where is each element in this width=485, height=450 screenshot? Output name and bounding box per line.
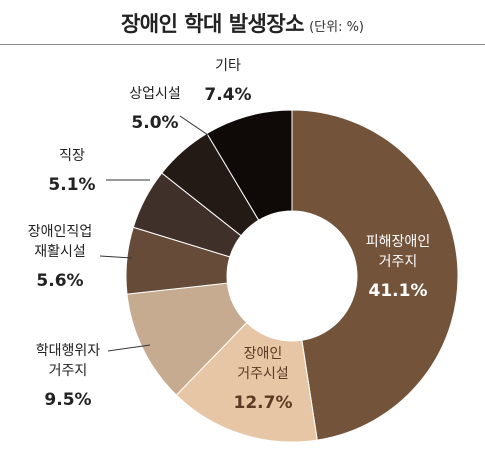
slice-label-6: 상업시설 5.0% <box>129 86 209 136</box>
slice-label-name: 상업시설 <box>129 86 181 102</box>
chart-title: 장애인 학대 발생장소 <box>120 12 305 36</box>
donut-slice-7 <box>206 109 293 221</box>
slice-label-value: 5.0% <box>131 113 178 133</box>
leader-line <box>179 115 209 136</box>
donut-slice-1 <box>291 109 459 441</box>
slice-label-value: 12.7% <box>234 393 293 413</box>
chart-unit-note: (단위: %) <box>309 20 365 35</box>
slice-label-name: 거주지 <box>49 363 88 379</box>
slice-label-name: 재활시설 <box>34 244 86 260</box>
slice-label-value: 5.1% <box>48 175 95 195</box>
slice-label-value: 9.5% <box>44 390 91 410</box>
leader-line <box>107 344 151 352</box>
slice-label-name: 거주시설 <box>237 366 289 382</box>
slice-label-name: 직장 <box>59 148 85 164</box>
slice-label-name: 거주지 <box>379 254 418 270</box>
slice-label-name: 기타 <box>215 58 241 74</box>
slice-label-name: 장애인직업 <box>28 224 92 240</box>
slice-label-value: 5.6% <box>36 271 83 291</box>
slice-label-7: 기타 7.4% <box>204 58 251 105</box>
slice-label-name: 장애인 <box>244 346 283 362</box>
donut-slice-2 <box>175 321 318 443</box>
slice-label-value: 7.4% <box>204 85 251 105</box>
slice-label-name: 학대행위자 <box>36 343 101 359</box>
slice-label-name: 피해장애인 <box>366 234 430 250</box>
slice-label-value: 41.1% <box>369 281 428 301</box>
chart-title-block: 장애인 학대 발생장소 (단위: %) <box>0 8 485 38</box>
leader-line <box>99 255 133 259</box>
slice-label-5: 직장 5.1% <box>48 148 150 195</box>
title-divider <box>0 44 485 45</box>
